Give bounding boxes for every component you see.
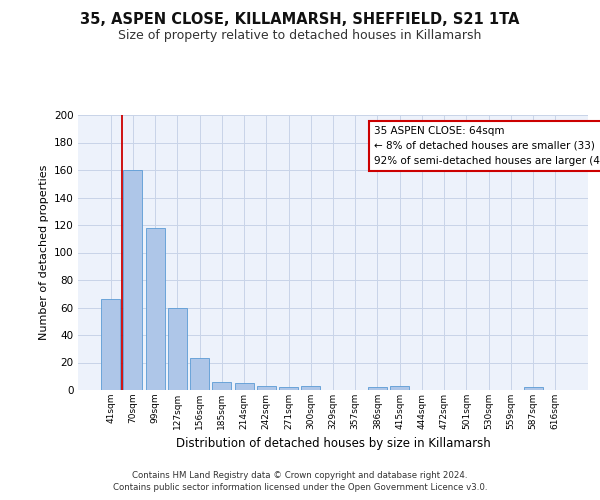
Bar bbox=[190, 358, 209, 390]
Bar bbox=[279, 387, 298, 390]
Bar bbox=[301, 386, 320, 390]
Bar bbox=[146, 228, 164, 390]
Text: 35, ASPEN CLOSE, KILLAMARSH, SHEFFIELD, S21 1TA: 35, ASPEN CLOSE, KILLAMARSH, SHEFFIELD, … bbox=[80, 12, 520, 28]
Bar bbox=[124, 170, 142, 390]
Bar bbox=[368, 387, 387, 390]
Bar bbox=[390, 386, 409, 390]
Text: 35 ASPEN CLOSE: 64sqm
← 8% of detached houses are smaller (33)
92% of semi-detac: 35 ASPEN CLOSE: 64sqm ← 8% of detached h… bbox=[374, 126, 600, 166]
Bar bbox=[101, 299, 120, 390]
Bar bbox=[257, 386, 276, 390]
Text: Contains HM Land Registry data © Crown copyright and database right 2024.
Contai: Contains HM Land Registry data © Crown c… bbox=[113, 471, 487, 492]
Bar bbox=[235, 383, 254, 390]
Bar bbox=[524, 387, 542, 390]
Text: Size of property relative to detached houses in Killamarsh: Size of property relative to detached ho… bbox=[118, 29, 482, 42]
Bar bbox=[212, 382, 231, 390]
Bar bbox=[168, 308, 187, 390]
X-axis label: Distribution of detached houses by size in Killamarsh: Distribution of detached houses by size … bbox=[176, 438, 490, 450]
Y-axis label: Number of detached properties: Number of detached properties bbox=[38, 165, 49, 340]
